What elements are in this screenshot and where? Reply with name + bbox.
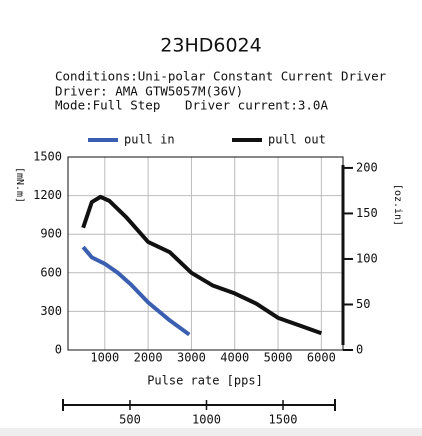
plot-frame bbox=[67, 156, 344, 351]
y2-tick-label: 0 bbox=[356, 343, 363, 357]
y2-tick-label: 50 bbox=[356, 297, 370, 311]
y-tick-label: 300 bbox=[40, 304, 62, 318]
x-axis-label: Pulse rate [pps] bbox=[147, 374, 263, 388]
y-tick-label: 600 bbox=[40, 265, 62, 279]
condition: Driver: AMA GTW5057M(36V) bbox=[55, 84, 243, 99]
y-tick-label: 1500 bbox=[33, 150, 62, 164]
y2-tick-label: 150 bbox=[356, 206, 378, 220]
chart-title: 23HD6024 bbox=[160, 35, 261, 57]
y-axis-label: [mN.m] bbox=[14, 167, 25, 203]
legend-label: pull in bbox=[124, 133, 175, 147]
legend-label: pull out bbox=[268, 133, 326, 147]
condition: Driver current:3.0A bbox=[185, 98, 328, 113]
x2-tick-label: 1500 bbox=[269, 413, 298, 427]
x-tick-label: 4000 bbox=[220, 351, 249, 365]
x-tick-label: 2000 bbox=[134, 351, 163, 365]
y-tick-label: 1200 bbox=[33, 188, 62, 202]
y-tick-label: 900 bbox=[40, 227, 62, 241]
x-tick-label: 1000 bbox=[90, 351, 119, 365]
condition: Mode:Full Step bbox=[55, 98, 160, 113]
y-tick-label: 0 bbox=[55, 343, 62, 357]
x-tick-label: 5000 bbox=[264, 351, 293, 365]
y2-tick-label: 200 bbox=[356, 160, 378, 174]
y2-axis-label: [oz.in] bbox=[392, 184, 403, 226]
x-tick-label: 6000 bbox=[307, 351, 336, 365]
x2-tick-label: 1000 bbox=[192, 413, 221, 427]
line bbox=[81, 194, 323, 336]
condition: Conditions:Uni-polar Constant Current Dr… bbox=[55, 69, 387, 84]
y2-tick-label: 100 bbox=[356, 251, 378, 265]
footer-strip bbox=[0, 428, 422, 436]
x2-tick-label: 500 bbox=[119, 413, 141, 427]
line bbox=[81, 245, 191, 337]
x-tick-label: 3000 bbox=[177, 351, 206, 365]
